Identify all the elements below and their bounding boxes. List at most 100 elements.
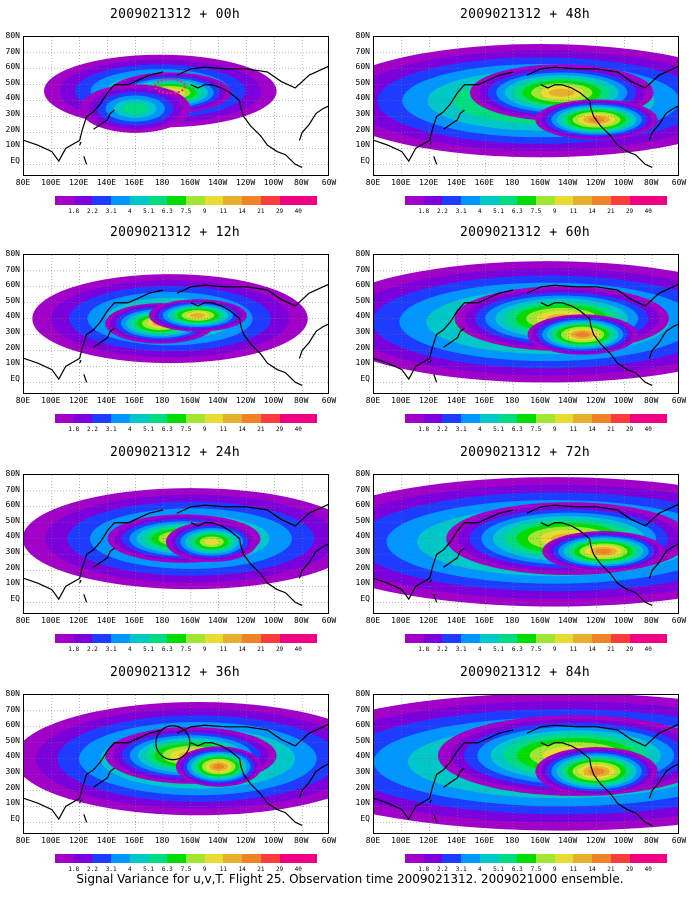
longitude-label: 120W — [235, 396, 256, 405]
colorbar-label: 7.5 — [180, 426, 192, 433]
colorbar-swatch — [204, 634, 224, 643]
latitude-label: EQ — [360, 813, 370, 823]
colorbar-swatch — [610, 854, 630, 863]
latitude-label: 10N — [355, 358, 370, 368]
colorbar — [55, 634, 318, 644]
longitude-label: 160E — [474, 396, 494, 405]
panel-title: 2009021312 + 60h — [459, 225, 591, 240]
colorbar-swatch — [186, 414, 205, 423]
latitude-label: 40N — [5, 311, 20, 321]
colorbar-swatch — [242, 854, 261, 863]
longitude-label: 120E — [68, 836, 89, 845]
coastline — [374, 509, 514, 601]
map-frame — [373, 694, 679, 834]
longitude-label: 80W — [293, 178, 309, 187]
coastline — [24, 509, 164, 601]
colorbar-label: 5.1 — [143, 866, 154, 873]
longitude-label: 80W — [643, 178, 659, 187]
colorbar-label: 11 — [569, 646, 578, 653]
latitude-label: 60N — [5, 500, 20, 510]
colorbar-labels: 1.8 2.2 3.1 4 5.1 6.3 7.5 9 11 14 21 29 40 — [405, 208, 667, 216]
longitude-label: 140W — [558, 836, 578, 845]
colorbar-swatch — [405, 414, 424, 423]
latitude-label: 30N — [355, 547, 370, 556]
colorbar — [405, 854, 668, 864]
colorbar-label: 9 — [202, 208, 207, 215]
latitude-label: 10N — [5, 140, 20, 150]
coastline — [433, 374, 438, 383]
colorbar-swatch — [223, 414, 243, 423]
coastline — [540, 522, 653, 607]
colorbar-swatch — [498, 196, 518, 205]
colorbar-label: 9 — [202, 866, 207, 873]
longitude-label: 100W — [263, 836, 283, 845]
longitude-label: 120E — [68, 396, 89, 405]
colorbar-swatch — [461, 854, 480, 863]
colorbar-swatch — [148, 196, 168, 205]
panel-title: 2009021312 + 84h — [459, 665, 591, 680]
map-panel-60h: 2009021312 + 60h 80N 70N 60N 50N 40N 30N 20N 10N… — [350, 218, 700, 433]
colorbar-label: 29 — [625, 866, 634, 873]
colorbar-swatch — [204, 196, 224, 205]
longitude-label: 120W — [585, 616, 606, 625]
latitude-label: 40N — [5, 531, 20, 541]
longitude-label: 80E — [365, 396, 381, 405]
colorbar-swatch — [423, 196, 443, 205]
longitude-label: 160W — [530, 396, 550, 405]
colorbar-label: 14 — [588, 646, 596, 653]
coastline — [190, 522, 303, 607]
colorbar-label: 3.1 — [455, 866, 467, 873]
latitude-label: 30N — [5, 109, 20, 118]
coastline — [540, 84, 653, 169]
colorbar-swatch — [279, 414, 299, 423]
colorbar-label: 40 — [294, 646, 302, 653]
coastline — [374, 71, 514, 163]
latitude-label: EQ — [10, 593, 20, 603]
colorbar-swatch — [536, 634, 555, 643]
colorbar-swatch — [498, 414, 518, 423]
coastline — [79, 799, 82, 804]
latitude-label: 10N — [355, 140, 370, 150]
colorbar-swatch — [498, 634, 518, 643]
longitude-label: 120W — [235, 836, 256, 845]
coastline — [374, 289, 514, 381]
colorbar-swatch — [405, 196, 424, 205]
colorbar-swatch — [55, 854, 74, 863]
colorbar-swatch — [573, 854, 593, 863]
colorbar-label: 29 — [625, 646, 634, 653]
latitude-label: 30N — [5, 547, 20, 556]
colorbar-label: 1.8 — [68, 866, 80, 873]
colorbar-swatch — [648, 414, 668, 423]
coastline — [79, 141, 82, 146]
longitude-label: 140W — [208, 836, 228, 845]
longitude-label: 80E — [15, 396, 31, 405]
colorbar-label: 5.1 — [493, 208, 504, 215]
colorbar-label: 9 — [552, 866, 557, 873]
longitude-label: 80E — [365, 836, 381, 845]
panel-title: 2009021312 + 00h — [109, 7, 241, 22]
longitude-label: 120W — [585, 178, 606, 187]
coastline — [93, 547, 115, 568]
colorbar-label: 40 — [644, 426, 652, 433]
longitude-label: 100W — [263, 396, 283, 405]
colorbar-swatch — [92, 854, 112, 863]
colorbar-swatch — [242, 634, 261, 643]
colorbar-swatch — [442, 854, 462, 863]
coastline — [176, 504, 247, 514]
colorbar-label: 3.1 — [105, 426, 117, 433]
colorbar-swatch — [610, 414, 630, 423]
latitude-label: 10N — [355, 578, 370, 588]
longitude-label: 60W — [321, 396, 337, 405]
map-frame — [23, 474, 329, 614]
map-canvas — [374, 255, 678, 393]
longitude-label: 180 — [154, 616, 170, 625]
colorbar-swatch — [629, 634, 649, 643]
latitude-label: 50N — [355, 77, 370, 87]
colorbar-label: 3.1 — [455, 426, 467, 433]
latitude-label: 50N — [5, 295, 20, 305]
longitude-label: 120E — [68, 616, 89, 625]
colorbar-labels: 1.8 2.2 3.1 4 5.1 6.3 7.5 9 11 14 21 29 40 — [405, 426, 667, 434]
coastline — [540, 302, 653, 387]
colorbar-label: 14 — [588, 866, 596, 873]
